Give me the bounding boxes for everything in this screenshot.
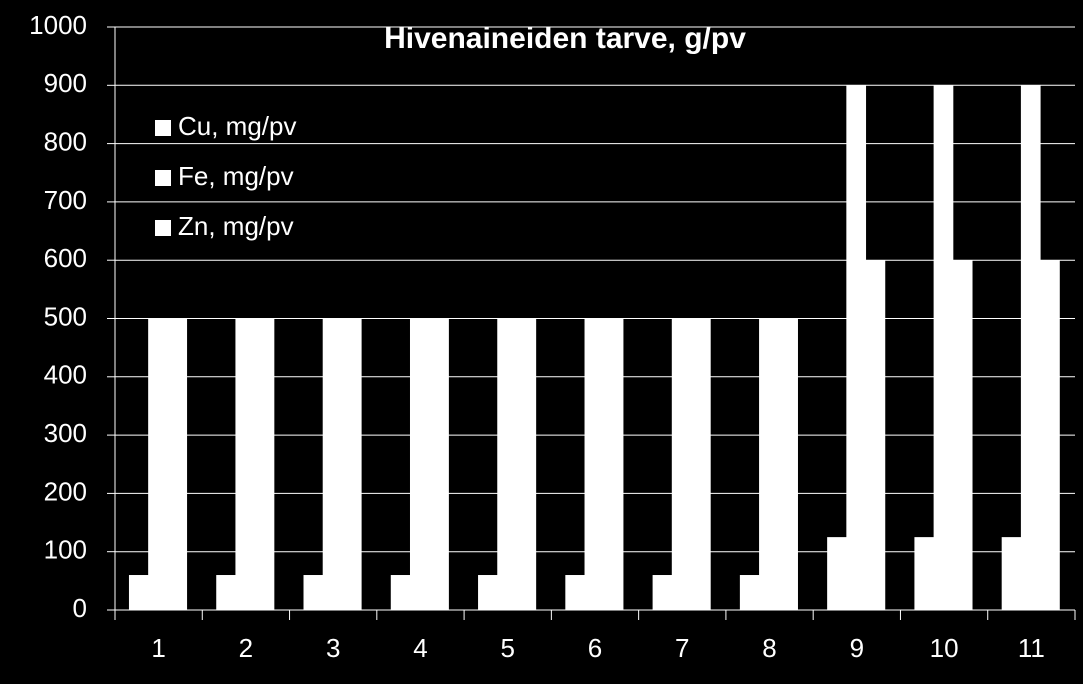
bar <box>167 318 188 610</box>
bar <box>148 318 168 610</box>
legend-label: Zn, mg/pv <box>178 211 294 241</box>
bar <box>322 318 343 610</box>
bar <box>952 260 973 610</box>
y-tick-label: 300 <box>44 418 87 448</box>
bar <box>254 318 275 610</box>
bar <box>671 318 692 610</box>
bar <box>1020 85 1041 611</box>
legend-label: Cu, mg/pv <box>178 111 297 141</box>
x-tick-label: 10 <box>930 633 959 663</box>
bar <box>409 318 430 610</box>
y-tick-label: 400 <box>44 360 87 390</box>
bar <box>603 318 624 610</box>
x-tick-label: 8 <box>762 633 776 663</box>
x-tick-label: 11 <box>1018 633 1045 663</box>
legend-swatch <box>155 220 171 236</box>
x-tick-label: 3 <box>326 633 340 663</box>
bar <box>478 575 498 610</box>
x-tick-label: 6 <box>588 633 602 663</box>
bar <box>303 575 324 610</box>
bar <box>652 575 673 610</box>
x-tick-label: 4 <box>413 633 427 663</box>
y-tick-label: 800 <box>44 126 87 156</box>
bar <box>584 318 605 610</box>
bar <box>933 85 954 611</box>
bar <box>1001 537 1022 610</box>
x-tick-label: 7 <box>675 633 689 663</box>
x-tick-label: 1 <box>151 633 165 663</box>
bar <box>235 318 256 610</box>
y-tick-label: 700 <box>44 185 87 215</box>
bar <box>429 318 449 610</box>
bar <box>390 575 411 610</box>
legend-swatch <box>155 120 171 136</box>
x-tick-label: 9 <box>850 633 864 663</box>
bar <box>739 575 760 610</box>
bar <box>759 318 779 610</box>
y-tick-label: 0 <box>73 593 87 623</box>
bar <box>565 575 586 610</box>
y-tick-label: 900 <box>44 68 87 98</box>
bar <box>516 318 537 610</box>
bar <box>865 260 886 610</box>
bar <box>827 537 847 610</box>
legend-label: Fe, mg/pv <box>178 161 294 191</box>
bar <box>128 575 149 610</box>
bar <box>846 85 867 611</box>
y-tick-label: 600 <box>44 243 87 273</box>
bar <box>1040 260 1060 610</box>
x-tick-label: 2 <box>239 633 253 663</box>
y-tick-label: 1000 <box>29 10 87 40</box>
y-tick-label: 200 <box>44 476 87 506</box>
bar <box>914 537 935 610</box>
y-tick-label: 500 <box>44 301 87 331</box>
y-tick-label: 100 <box>44 535 87 565</box>
bar <box>691 318 711 610</box>
bar <box>778 318 798 610</box>
legend-swatch <box>155 170 171 186</box>
x-tick-label: 5 <box>500 633 514 663</box>
bar <box>216 575 236 610</box>
bar <box>497 318 517 610</box>
bar <box>341 318 362 610</box>
